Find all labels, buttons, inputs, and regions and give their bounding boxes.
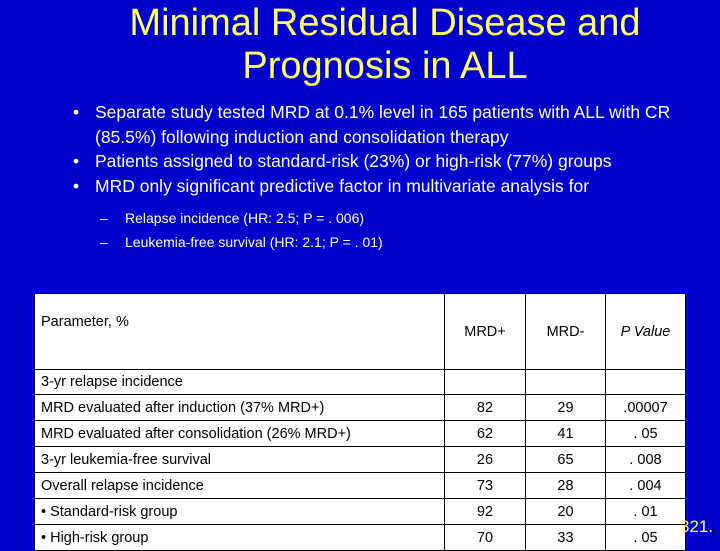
mrd-negative-value: 29 bbox=[525, 394, 606, 421]
table-section-row: 3-yr relapse incidence bbox=[34, 369, 686, 395]
bullet-text: Separate study tested MRD at 0.1% level … bbox=[95, 102, 671, 147]
bullet-item: • Separate study tested MRD at 0.1% level… bbox=[70, 100, 718, 149]
mrd-positive-value: 62 bbox=[444, 420, 526, 447]
row-label: • Standard-risk group bbox=[34, 498, 445, 525]
mrd-negative-value: 33 bbox=[525, 524, 606, 551]
p-value: . 05 bbox=[605, 524, 686, 551]
table-row: Overall relapse incidence 73 28 . 004 bbox=[34, 472, 686, 499]
bullet-list: • Separate study tested MRD at 0.1% level… bbox=[70, 100, 718, 198]
p-value: . 05 bbox=[605, 420, 686, 447]
p-value: . 004 bbox=[605, 472, 686, 499]
table-row: • High-risk group 70 33 . 05 bbox=[34, 524, 686, 551]
bullet-icon: • bbox=[73, 175, 80, 196]
header-mrd-positive: MRD+ bbox=[444, 293, 526, 370]
header-p-value: P Value bbox=[605, 293, 686, 370]
slide-title-line-2: Prognosis in ALL bbox=[242, 45, 528, 87]
slide-title: Minimal Residual Disease and Prognosis i… bbox=[0, 2, 720, 88]
table-row: • Standard-risk group 92 20 . 01 bbox=[34, 498, 686, 525]
mrd-positive-value: 70 bbox=[444, 524, 526, 551]
mrd-negative-value: 28 bbox=[525, 472, 606, 499]
dash-icon: – bbox=[100, 210, 108, 226]
mrd-positive-value: 92 bbox=[444, 498, 526, 525]
slide-title-line-1: Minimal Residual Disease and bbox=[129, 2, 641, 44]
row-label: 3-yr leukemia-free survival bbox=[34, 446, 445, 473]
bullet-text: MRD only significant predictive factor i… bbox=[95, 175, 590, 196]
mrd-positive-value: 73 bbox=[444, 472, 526, 499]
section-label: 3-yr relapse incidence bbox=[34, 369, 445, 395]
mrd-positive-value: 26 bbox=[444, 446, 526, 473]
table-cell bbox=[444, 369, 526, 395]
mrd-positive-value: 82 bbox=[444, 394, 526, 421]
p-value: . 01 bbox=[605, 498, 686, 525]
bullet-item: • Patients assigned to standard-risk (23%… bbox=[70, 149, 718, 174]
results-table: Parameter, % MRD+ MRD- P Value 3-yr rela… bbox=[34, 293, 686, 551]
bullet-icon: • bbox=[73, 151, 80, 171]
p-value: . 008 bbox=[605, 446, 686, 473]
sub-bullet-item: – Relapse incidence (HR: 2.5; P = . 006) bbox=[100, 206, 383, 230]
row-label: Overall relapse incidence bbox=[34, 472, 445, 499]
header-mrd-negative: MRD- bbox=[525, 293, 606, 370]
row-label: MRD evaluated after induction (37% MRD+) bbox=[34, 394, 445, 421]
header-parameter: Parameter, % bbox=[34, 293, 445, 370]
bullet-text: Patients assigned to standard-risk (23%)… bbox=[95, 151, 612, 171]
bullet-item: • MRD only significant predictive factor … bbox=[70, 174, 718, 199]
sub-bullet-list: – Relapse incidence (HR: 2.5; P = . 006) … bbox=[100, 206, 383, 254]
table-cell bbox=[605, 369, 686, 395]
table-cell bbox=[525, 369, 606, 395]
sub-bullet-text: Leukemia-free survival (HR: 2.1; P = . 0… bbox=[125, 234, 383, 250]
mrd-negative-value: 20 bbox=[525, 498, 606, 525]
p-value: .00007 bbox=[605, 394, 686, 421]
table-row: MRD evaluated after induction (37% MRD+)… bbox=[34, 394, 686, 421]
dash-icon: – bbox=[100, 234, 108, 250]
sub-bullet-text: Relapse incidence (HR: 2.5; P = . 006) bbox=[125, 210, 365, 226]
table-header-row: Parameter, % MRD+ MRD- P Value bbox=[34, 293, 686, 370]
mrd-negative-value: 41 bbox=[525, 420, 606, 447]
sub-bullet-item: – Leukemia-free survival (HR: 2.1; P = . … bbox=[100, 230, 383, 254]
mrd-negative-value: 65 bbox=[525, 446, 606, 473]
row-label: MRD evaluated after consolidation (26% M… bbox=[34, 420, 445, 447]
citation-fragment: 321. bbox=[680, 517, 714, 536]
row-label: • High-risk group bbox=[34, 524, 445, 551]
table-row: MRD evaluated after consolidation (26% M… bbox=[34, 420, 686, 447]
table-row: 3-yr leukemia-free survival 26 65 . 008 bbox=[34, 446, 686, 473]
bullet-icon: • bbox=[73, 102, 80, 122]
